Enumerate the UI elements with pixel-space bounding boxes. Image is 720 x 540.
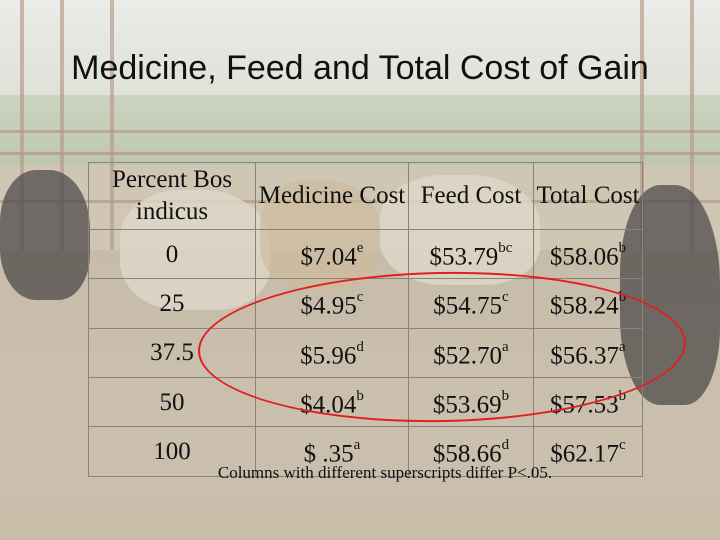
superscript: b — [618, 289, 627, 306]
cell-total-cost: $57.53b — [533, 376, 643, 428]
value: $62.17 — [550, 440, 620, 468]
value: $53.69 — [432, 391, 502, 419]
cow — [0, 170, 90, 300]
superscript: a — [502, 338, 509, 355]
cell-percent-bos: 50 — [88, 376, 256, 428]
fence-post — [20, 0, 24, 250]
table-row: 37.5 $5.96d $52.70a $56.37a — [88, 327, 643, 378]
value: $58.66 — [432, 440, 502, 468]
footnote: Columns with different superscripts diff… — [217, 463, 553, 482]
header-feed-cost: Feed Cost — [408, 162, 534, 230]
superscript: c — [356, 289, 364, 306]
cell-total-cost: $62.17c — [533, 426, 643, 477]
superscript: b — [356, 387, 364, 404]
fence-rail — [0, 130, 720, 133]
superscript: bc — [498, 240, 513, 256]
superscript: e — [356, 240, 364, 256]
cell-medicine-cost: $5.96d — [255, 327, 409, 378]
fence-post — [110, 0, 114, 250]
cell-medicine-cost: $7.04e — [255, 228, 409, 280]
superscript: c — [502, 289, 509, 306]
cell-percent-bos: 100 — [88, 426, 256, 477]
fence-post — [690, 0, 694, 250]
value: $56.37 — [550, 341, 620, 369]
table-row: 25 $4.95c $54.75c $58.24b — [88, 278, 643, 329]
superscript: c — [619, 437, 626, 454]
cell-percent-bos: 25 — [88, 278, 256, 329]
cell-feed-cost: $58.66d — [408, 426, 534, 477]
value: $52.70 — [433, 341, 503, 369]
superscript: d — [356, 338, 364, 355]
superscript: a — [619, 338, 626, 355]
cost-table: Percent Bos indicus Medicine Cost Feed C… — [88, 162, 643, 477]
fence-post — [640, 0, 644, 250]
value: $58.06 — [549, 243, 619, 271]
header-medicine-cost: Medicine Cost — [255, 162, 409, 230]
value: $5.96 — [300, 341, 357, 369]
slide-title: Medicine, Feed and Total Cost of Gain — [71, 49, 649, 87]
cell-medicine-cost: $4.95c — [255, 278, 409, 329]
cell-total-cost: $56.37a — [533, 327, 643, 378]
header-percent-bos-indicus: Percent Bos indicus — [88, 162, 256, 230]
table-row: 50 $4.04b $53.69b $57.53b — [88, 376, 643, 428]
value: $4.04 — [300, 391, 357, 419]
header-total-cost: Total Cost — [533, 162, 643, 230]
cell-total-cost: $58.24b — [533, 278, 643, 329]
table-header-row: Percent Bos indicus Medicine Cost Feed C… — [88, 162, 643, 230]
value: $7.04 — [300, 243, 357, 271]
table-row: 0 $7.04e $53.79bc $58.06b — [88, 228, 643, 280]
cell-feed-cost: $53.69b — [408, 376, 534, 428]
cell-feed-cost: $53.79bc — [408, 228, 534, 280]
superscript: a — [353, 437, 361, 454]
superscript: b — [618, 387, 627, 404]
cell-percent-bos: 0 — [88, 228, 256, 280]
cell-medicine-cost: $4.04b — [255, 376, 409, 428]
value: $54.75 — [433, 292, 503, 320]
cell-feed-cost: $54.75c — [408, 278, 534, 329]
fence-post — [60, 0, 64, 250]
table-row: 100 $ .35a $58.66d $62.17c — [88, 426, 643, 477]
superscript: d — [501, 437, 510, 454]
cell-percent-bos: 37.5 — [88, 327, 256, 378]
value: $53.79 — [429, 243, 499, 271]
value: $ .35 — [303, 440, 354, 468]
cell-medicine-cost: $ .35a — [255, 426, 409, 477]
cell-feed-cost: $52.70a — [408, 327, 534, 378]
superscript: b — [618, 240, 627, 256]
value: $57.53 — [549, 391, 619, 419]
value: $4.95 — [300, 292, 357, 320]
value: $58.24 — [549, 292, 619, 320]
superscript: b — [501, 387, 510, 404]
fence-rail — [0, 152, 720, 155]
cell-total-cost: $58.06b — [533, 228, 643, 280]
